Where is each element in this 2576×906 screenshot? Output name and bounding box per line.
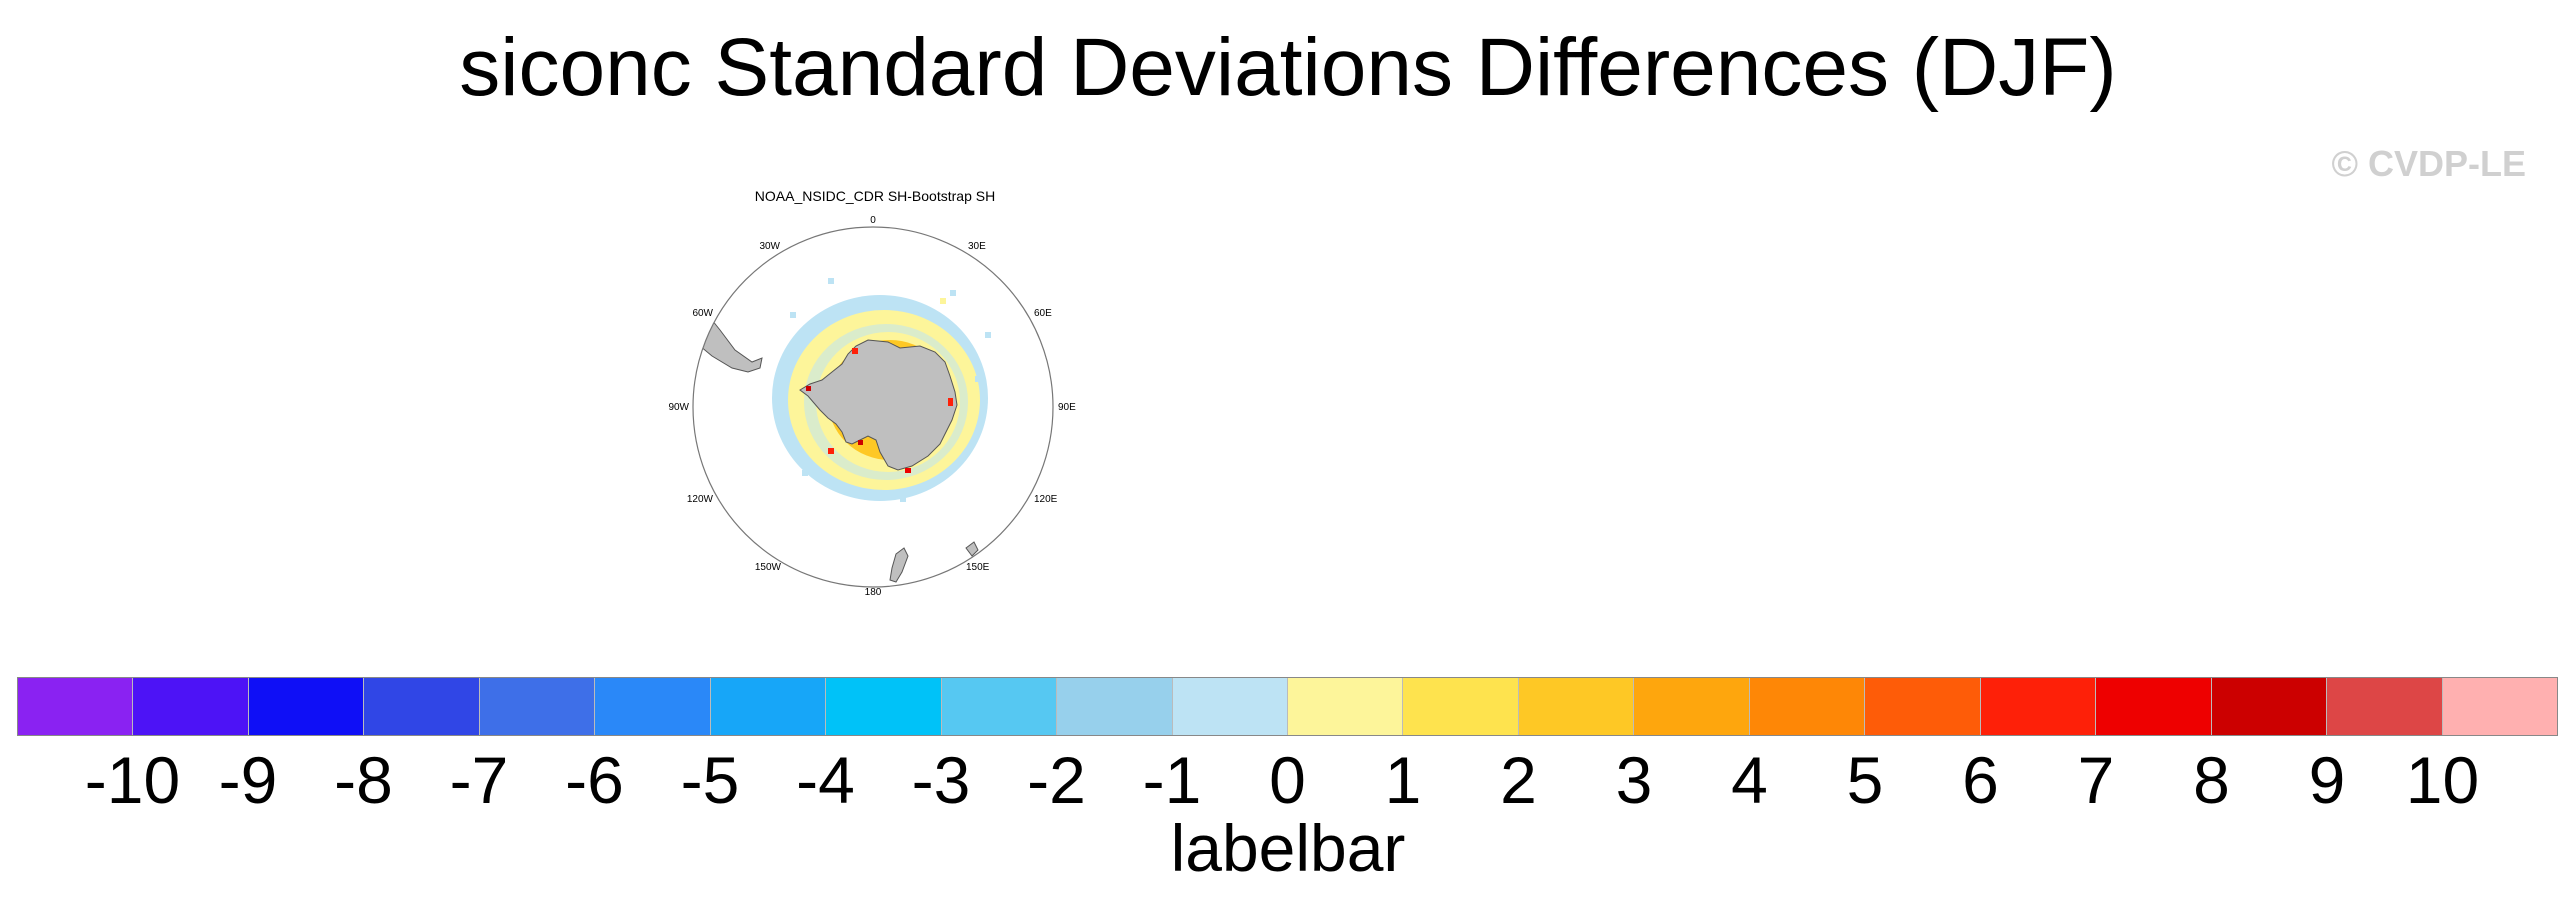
lon-label-90w: 90W [668,402,689,413]
labelbar-label: labelbar [1170,811,1406,885]
labelbar-box-2 [248,678,365,735]
labelbar-box-3 [364,678,480,735]
labelbar-box-6 [710,678,827,735]
labelbar-tick: -6 [565,743,624,817]
labelbar-box-8 [941,678,1058,735]
lon-label-150e: 150E [966,562,990,573]
labelbar-box-0 [18,678,134,735]
tasmania-land [965,541,979,557]
labelbar-box-21 [2442,678,2557,735]
field-pixel [802,470,808,476]
labelbar-tick: 9 [2308,743,2346,817]
labelbar-tick: -2 [1027,743,1086,817]
lon-label-60w: 60W [692,308,713,319]
labelbar-tick: -10 [84,743,181,817]
coastal-extremes [806,348,953,473]
labelbar-box-4 [479,678,596,735]
labelbar-box-13 [1518,678,1635,735]
labelbar-box-17 [1980,678,2097,735]
lon-label-120e: 120E [1034,494,1058,505]
labelbar-box-19 [2211,678,2328,735]
new-zealand-land [889,547,909,583]
labelbar-box-12 [1403,678,1519,735]
labelbar-tick: 10 [2405,743,2480,817]
labelbar-tick: -1 [1142,743,1202,817]
labelbar-box-11 [1287,678,1404,735]
labelbar-box-9 [1057,678,1173,735]
labelbar-box-15 [1749,678,1866,735]
field-pixel [985,332,991,338]
labelbar-tick: 0 [1269,743,1306,817]
polar-map: 0 30E 60E 90E 120E 150E 180 150W 120W 90… [668,215,1076,598]
field-pixel [900,496,906,502]
labelbar-box-18 [2096,678,2212,735]
labelbar-tick: -7 [449,743,509,817]
panel-title: NOAA_NSIDC_CDR SH-Bootstrap SH [754,188,996,204]
south-america-land [699,319,763,373]
labelbar-tick: -3 [911,743,971,817]
labelbar-box-7 [826,678,942,735]
lon-label-60e: 60E [1034,308,1052,319]
cvdp-watermark: © CVDP-LE [2331,143,2526,184]
field-pixel [950,290,956,296]
labelbar-tick: 5 [1846,743,1884,817]
labelbar-tick: 4 [1731,743,1768,817]
labelbar-box-20 [2327,678,2443,735]
lon-label-180: 180 [865,587,882,598]
labelbar-tick: -5 [680,743,740,817]
labelbar-tick: 7 [2077,743,2115,817]
lon-label-90e: 90E [1058,402,1076,413]
labelbar-box-10 [1172,678,1288,735]
field-pixel [975,376,981,382]
labelbar-tick: 2 [1500,743,1537,817]
labelbar-tick: 6 [1962,743,1999,817]
field-pixel [940,298,946,304]
labelbar-tick: -9 [218,743,278,817]
lon-label-30e: 30E [968,241,986,252]
labelbar-tick: 3 [1615,743,1653,817]
labelbar-colorbar [17,677,2558,736]
lon-label-150w: 150W [755,562,782,573]
antarctica-land [799,339,958,471]
labelbar-box-14 [1634,678,1750,735]
labelbar-box-1 [133,678,249,735]
field-pixel [828,278,834,284]
labelbar-tick: -8 [334,743,393,817]
labelbar-tick: 8 [2193,743,2230,817]
lon-label-0: 0 [870,215,876,226]
lon-label-30w: 30W [759,241,780,252]
labelbar-tick: 1 [1384,743,1422,817]
labelbar-box-16 [1865,678,1981,735]
figure-title: siconc Standard Deviations Differences (… [459,22,2117,113]
globe-outline [692,226,1054,588]
lon-label-120w: 120W [687,494,714,505]
labelbar-box-5 [595,678,711,735]
labelbar-tick: -4 [796,743,855,817]
field-pixel [790,312,796,318]
